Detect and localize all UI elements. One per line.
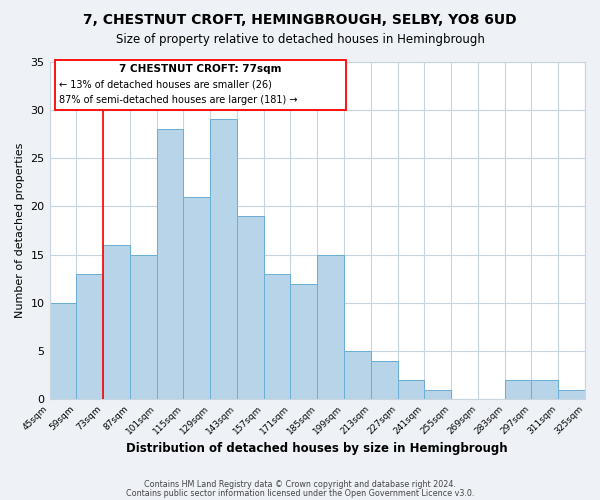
Bar xyxy=(184,196,210,400)
Bar xyxy=(317,254,344,400)
Bar xyxy=(505,380,532,400)
Text: 7, CHESTNUT CROFT, HEMINGBROUGH, SELBY, YO8 6UD: 7, CHESTNUT CROFT, HEMINGBROUGH, SELBY, … xyxy=(83,12,517,26)
Bar xyxy=(157,129,184,400)
Text: Size of property relative to detached houses in Hemingbrough: Size of property relative to detached ho… xyxy=(116,32,484,46)
Bar xyxy=(558,390,585,400)
Y-axis label: Number of detached properties: Number of detached properties xyxy=(15,143,25,318)
Bar xyxy=(210,120,237,400)
Bar xyxy=(130,254,157,400)
Bar xyxy=(50,303,76,400)
Text: Contains HM Land Registry data © Crown copyright and database right 2024.: Contains HM Land Registry data © Crown c… xyxy=(144,480,456,489)
Text: ← 13% of detached houses are smaller (26): ← 13% of detached houses are smaller (26… xyxy=(59,80,272,90)
FancyBboxPatch shape xyxy=(55,60,346,110)
Bar xyxy=(264,274,290,400)
Bar xyxy=(237,216,264,400)
X-axis label: Distribution of detached houses by size in Hemingbrough: Distribution of detached houses by size … xyxy=(127,442,508,455)
Bar xyxy=(290,284,317,400)
Text: 7 CHESTNUT CROFT: 77sqm: 7 CHESTNUT CROFT: 77sqm xyxy=(119,64,282,74)
Bar xyxy=(76,274,103,400)
Bar xyxy=(398,380,424,400)
Bar xyxy=(344,351,371,400)
Bar xyxy=(103,245,130,400)
Bar xyxy=(424,390,451,400)
Bar xyxy=(371,361,398,400)
Bar xyxy=(532,380,558,400)
Text: 87% of semi-detached houses are larger (181) →: 87% of semi-detached houses are larger (… xyxy=(59,96,298,106)
Text: Contains public sector information licensed under the Open Government Licence v3: Contains public sector information licen… xyxy=(126,488,474,498)
